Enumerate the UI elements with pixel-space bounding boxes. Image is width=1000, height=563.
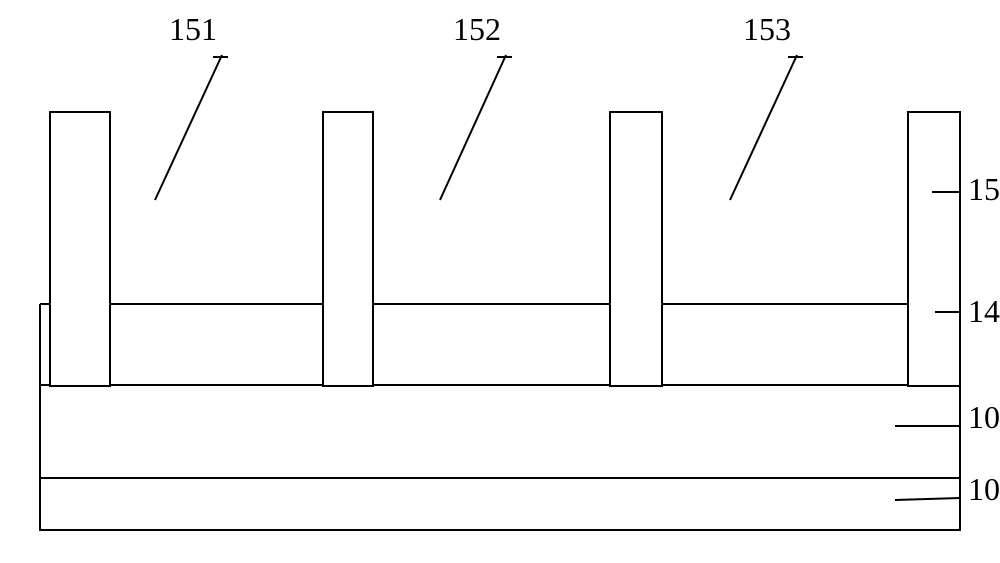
leader-line-153 [730,55,797,200]
outer-box [40,385,960,530]
label-100: 100 [968,471,1000,507]
pillar-1 [50,112,110,386]
label-152: 152 [453,11,501,47]
pillar-4 [908,112,960,386]
label-153: 153 [743,11,791,47]
label-140: 140 [968,293,1000,329]
leader-line-151 [155,55,222,200]
label-151: 151 [169,11,217,47]
diagram-svg: 151 152 153 150 140 101 100 [0,0,1000,563]
pillar-3 [610,112,662,386]
leader-line-152 [440,55,506,200]
leader-line-100 [895,498,960,500]
diagram-canvas: 151 152 153 150 140 101 100 [0,0,1000,563]
pillar-2 [323,112,373,386]
label-150: 150 [968,171,1000,207]
label-101: 101 [968,399,1000,435]
